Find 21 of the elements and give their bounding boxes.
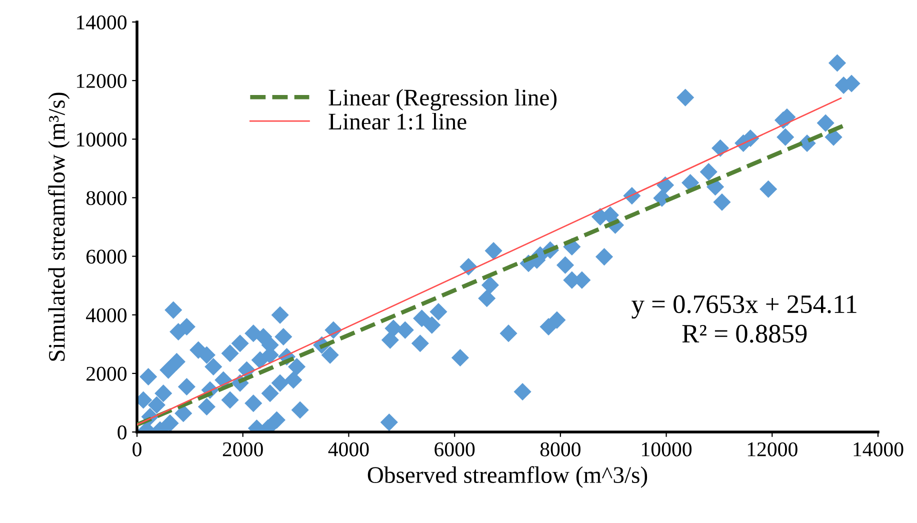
y-tick-label: 10000 [77,132,126,147]
y-tick-label: 2000 [86,366,126,381]
x-tick-label: 10000 [642,442,692,456]
x-tick-label: 6000 [434,442,475,456]
annotation: y = 0.7653x + 254.11 R² = 0.8859 [632,295,856,343]
x-tick-label: 8000 [540,442,580,456]
y-tick-label: 4000 [86,308,126,322]
legend-label: Linear 1:1 line [328,112,466,130]
x-tick-label: 12000 [748,442,798,456]
y-axis-title: Simulated streamflow (m³/s) [48,92,70,361]
x-axis-title: Observed streamflow (m^3/s) [368,466,648,488]
y-tick-label: 8000 [86,191,126,206]
x-tick-label: 4000 [328,442,369,456]
y-tick-label: 6000 [86,250,126,264]
y-tick-label: 14000 [77,15,126,30]
y-tick-label: 0 [118,425,126,440]
legend-label: Linear (Regression line) [328,88,557,110]
x-tick-label: 2000 [222,442,263,456]
x-tick-label: 0 [132,442,142,456]
y-tick-label: 12000 [77,74,126,88]
x-tick-label: 14000 [854,442,904,456]
